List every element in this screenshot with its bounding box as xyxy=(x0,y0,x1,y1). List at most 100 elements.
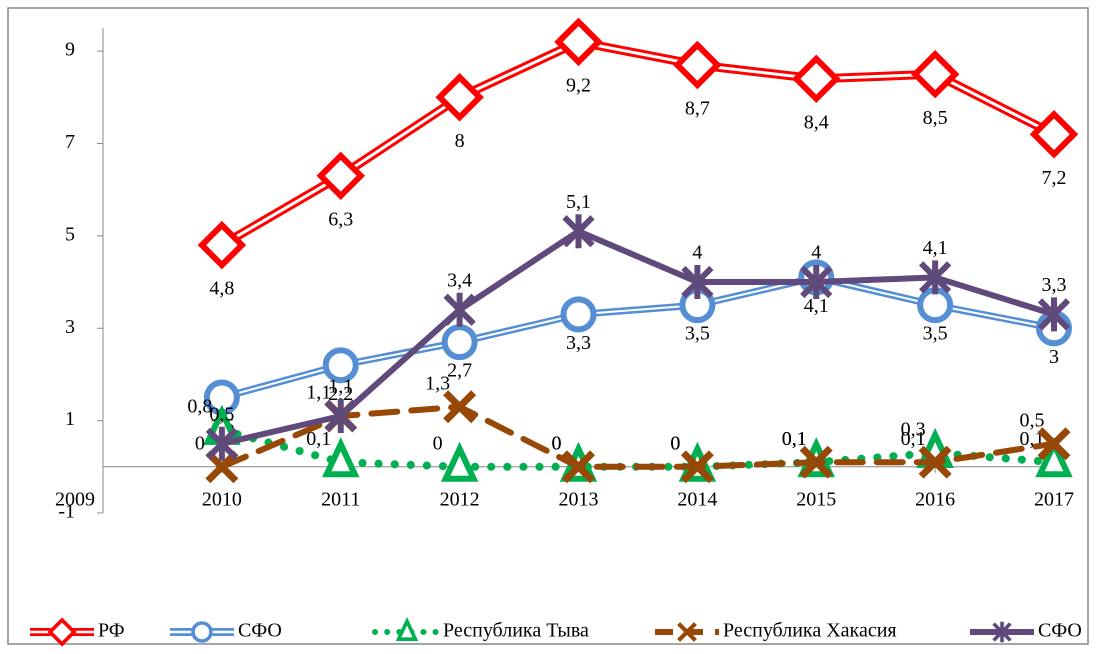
series: 1,52,22,73,33,54,13,53 xyxy=(203,259,1072,437)
data-label: 4,1 xyxy=(804,295,829,317)
legend-marker xyxy=(47,617,77,647)
data-label: 4,8 xyxy=(209,278,234,300)
x-tick-label: 2015 xyxy=(796,488,836,510)
point xyxy=(324,399,357,433)
y-tick-label: -1 xyxy=(58,501,75,523)
data-label: 9,2 xyxy=(566,74,591,96)
legend-marker xyxy=(191,621,213,643)
data-label: 3,5 xyxy=(685,323,710,345)
data-label: 0,5 xyxy=(209,403,234,425)
point xyxy=(681,265,714,300)
point xyxy=(440,441,479,482)
data-label: 3 xyxy=(1049,346,1059,368)
series: 0 1,1 1,3 0 0 0,1 0,1 0,5 xyxy=(195,372,1071,484)
data-label: 5,1 xyxy=(566,191,591,213)
point xyxy=(560,296,597,333)
data-label: 8,5 xyxy=(923,107,948,129)
data-label: 0 xyxy=(195,432,205,454)
x-tick-label: 2011 xyxy=(321,488,360,510)
series: 0,5 1,1 3,4 5,1 4 4 4,1 3,3 xyxy=(205,191,1071,461)
y-tick-label: 3 xyxy=(65,316,75,338)
data-label: 4 xyxy=(811,242,821,264)
data-label: 3,3 xyxy=(1042,274,1067,296)
data-label: 2,7 xyxy=(447,360,472,382)
data-label: 0 xyxy=(552,432,562,454)
data-label: 3,4 xyxy=(447,269,472,291)
point xyxy=(554,17,603,67)
data-label: 4 xyxy=(692,242,702,264)
data-label: 0 xyxy=(433,432,443,454)
y-tick-label: 5 xyxy=(65,223,75,245)
x-tick-label: 2012 xyxy=(440,488,480,510)
data-label: 0,8 xyxy=(187,395,212,417)
data-label: 8,7 xyxy=(685,98,710,120)
data-label: 6,3 xyxy=(328,208,353,230)
y-tick-label: 1 xyxy=(65,408,75,430)
point xyxy=(680,450,714,484)
data-label: 0,1 xyxy=(782,428,807,450)
point xyxy=(792,54,841,104)
point xyxy=(910,49,960,99)
data-label: 3,3 xyxy=(566,332,591,354)
point xyxy=(441,324,478,361)
x-tick-label: 2013 xyxy=(559,488,599,510)
legend-label: РФ xyxy=(98,620,125,642)
data-label: 8,4 xyxy=(804,111,829,133)
point xyxy=(316,151,365,201)
legend-marker xyxy=(992,621,1012,643)
y-tick-label: 7 xyxy=(65,131,75,153)
point xyxy=(917,287,954,324)
point xyxy=(443,292,476,327)
data-label: 0,1 xyxy=(901,428,926,450)
point xyxy=(395,616,419,642)
point xyxy=(435,73,484,122)
point xyxy=(1037,427,1071,461)
data-label: 4,1 xyxy=(923,237,948,259)
data-label: 0 xyxy=(670,432,680,454)
data-label: 1,1 xyxy=(306,382,331,404)
legend-marker xyxy=(677,622,697,642)
legend-label: Республика Тыва xyxy=(443,620,589,642)
point xyxy=(673,40,722,90)
data-label: 0,3 xyxy=(901,419,926,441)
point xyxy=(205,450,239,484)
series-line xyxy=(218,403,1057,470)
point xyxy=(992,621,1012,643)
data-label: 0,1 xyxy=(306,428,331,450)
data-label: 8 xyxy=(455,130,465,152)
legend-label: СФО xyxy=(238,620,282,642)
point xyxy=(322,437,360,478)
data-label: 0 xyxy=(552,432,562,454)
data-label: 0,1 xyxy=(782,428,807,450)
x-tick-label: 2016 xyxy=(915,488,955,510)
point xyxy=(918,445,952,479)
x-tick-label: 2009 xyxy=(55,488,95,510)
y-tick-label: 9 xyxy=(65,39,75,61)
point xyxy=(677,622,697,642)
point xyxy=(562,450,595,484)
point xyxy=(47,617,77,647)
point xyxy=(1037,297,1071,332)
point xyxy=(443,390,477,424)
data-label: 7,2 xyxy=(1042,167,1067,189)
series-line xyxy=(218,228,1057,447)
data-label: 0,5 xyxy=(1020,409,1045,431)
series-line-inner xyxy=(221,276,1055,399)
legend-label: Республика Хакасия xyxy=(723,620,897,642)
point xyxy=(800,265,833,300)
data-label: 1,3 xyxy=(425,372,450,394)
chart-frame xyxy=(7,7,1089,645)
point xyxy=(919,260,952,295)
data-label: 0 xyxy=(670,432,680,454)
point xyxy=(1029,109,1079,159)
x-tick-label: 2010 xyxy=(202,488,242,510)
point xyxy=(191,621,213,643)
point xyxy=(799,445,833,479)
legend-label: СФО xyxy=(1038,620,1082,642)
point xyxy=(197,220,247,270)
data-label: 3,5 xyxy=(923,323,948,345)
legend: РФ СФО Республика Тыва Республика Хакасия СФ… xyxy=(30,616,1082,647)
data-label: 2,2 xyxy=(328,383,353,405)
x-tick-label: 2017 xyxy=(1034,488,1074,510)
